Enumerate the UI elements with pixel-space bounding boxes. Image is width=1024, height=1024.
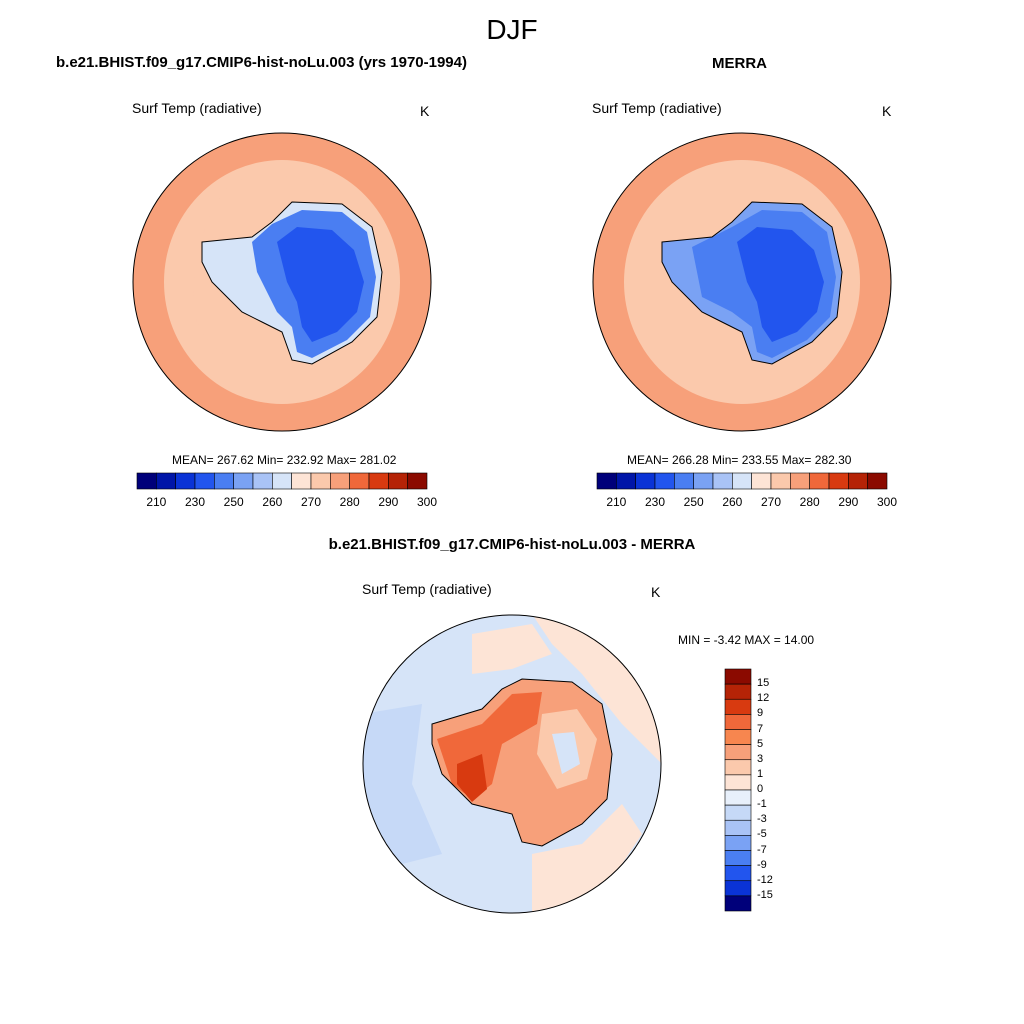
colorbar-swatch xyxy=(310,472,331,490)
colorbar-swatch xyxy=(194,472,215,490)
panel3-variable: Surf Temp (radiative) xyxy=(362,581,492,597)
colorbar-tick-label: 5 xyxy=(757,737,764,750)
colorbar-tick-label: 290 xyxy=(378,495,399,509)
panel1-stats: MEAN= 267.62 Min= 232.92 Max= 281.02 xyxy=(172,453,397,467)
colorbar-swatch xyxy=(724,759,752,776)
colorbar-tick-label: -1 xyxy=(757,798,767,811)
panel2-variable: Surf Temp (radiative) xyxy=(592,100,722,116)
panel2-heading: MERRA xyxy=(712,55,767,72)
panel1-map xyxy=(132,132,432,432)
colorbar-tick-label: 250 xyxy=(223,495,244,509)
panel2-map xyxy=(592,132,892,432)
colorbar-swatch xyxy=(368,472,389,490)
panel2-colorbar xyxy=(596,472,888,490)
panel1-heading: b.e21.BHIST.f09_g17.CMIP6-hist-noLu.003 … xyxy=(56,54,467,71)
colorbar-swatch xyxy=(693,472,714,490)
colorbar-swatch xyxy=(724,895,752,912)
colorbar-swatch xyxy=(214,472,234,490)
colorbar-tick-label: 260 xyxy=(262,495,283,509)
colorbar-swatch xyxy=(751,472,772,490)
colorbar-swatch xyxy=(252,472,273,490)
panel3-stats: MIN = -3.42 MAX = 14.00 xyxy=(678,633,815,647)
colorbar-tick-label: 280 xyxy=(339,495,360,509)
colorbar-swatch xyxy=(156,472,176,490)
panel3-map xyxy=(362,614,662,914)
colorbar-swatch xyxy=(848,472,868,490)
colorbar-swatch xyxy=(616,472,636,490)
panel1-units: K xyxy=(420,103,430,119)
colorbar-swatch xyxy=(712,472,733,490)
colorbar-tick-label: 0 xyxy=(757,783,764,795)
colorbar-swatch xyxy=(175,472,196,490)
colorbar-swatch xyxy=(674,472,694,490)
colorbar-swatch xyxy=(724,865,752,882)
figure-title: DJF xyxy=(486,14,538,45)
colorbar-tick-label: -9 xyxy=(757,858,767,871)
colorbar-swatch xyxy=(724,774,752,791)
colorbar-swatch xyxy=(635,472,656,490)
colorbar-tick-label: 300 xyxy=(416,495,438,509)
colorbar-swatch xyxy=(724,729,752,745)
colorbar-swatch xyxy=(724,698,752,715)
panel1-colorbar xyxy=(136,472,428,490)
colorbar-swatch xyxy=(724,804,752,821)
colorbar-tick-label: -7 xyxy=(757,843,767,856)
colorbar-swatch xyxy=(809,472,830,490)
colorbar-swatch xyxy=(407,472,428,490)
colorbar-swatch xyxy=(388,472,408,490)
colorbar-tick-label: 300 xyxy=(876,495,898,509)
colorbar-tick-label: 7 xyxy=(757,722,764,735)
colorbar-swatch xyxy=(790,472,810,490)
colorbar-tick-label: 230 xyxy=(644,495,666,509)
colorbar-tick-label: 260 xyxy=(722,495,743,509)
colorbar-swatch xyxy=(724,789,752,806)
colorbar-tick-label: 12 xyxy=(757,692,770,705)
colorbar-swatch xyxy=(828,472,849,490)
colorbar-tick-label: 250 xyxy=(683,495,704,509)
colorbar-tick-label: 1 xyxy=(757,767,764,780)
colorbar-swatch xyxy=(596,472,617,490)
panel3-colorbar xyxy=(724,668,752,912)
colorbar-swatch xyxy=(136,472,157,490)
colorbar-swatch xyxy=(724,744,752,761)
colorbar-swatch xyxy=(349,472,370,490)
panel3-units: K xyxy=(651,584,661,600)
colorbar-swatch xyxy=(724,668,752,685)
colorbar-swatch xyxy=(233,472,254,490)
colorbar-swatch xyxy=(330,472,350,490)
colorbar-tick-label: 280 xyxy=(799,495,820,509)
colorbar-tick-label: -3 xyxy=(757,813,767,826)
colorbar-swatch xyxy=(724,819,752,836)
colorbar-tick-label: 15 xyxy=(757,677,770,690)
panel2-stats: MEAN= 266.28 Min= 233.55 Max= 282.30 xyxy=(627,453,852,467)
colorbar-tick-label: 3 xyxy=(757,752,764,765)
panel1-variable: Surf Temp (radiative) xyxy=(132,100,262,116)
colorbar-tick-label: 210 xyxy=(606,495,627,509)
colorbar-swatch xyxy=(867,472,888,490)
colorbar-swatch xyxy=(724,714,752,730)
panel2-units: K xyxy=(882,103,892,119)
colorbar-swatch xyxy=(724,835,752,851)
colorbar-tick-label: 9 xyxy=(757,707,764,720)
colorbar-swatch xyxy=(291,472,312,490)
colorbar-tick-label: -5 xyxy=(757,828,767,841)
colorbar-swatch xyxy=(724,683,752,700)
colorbar-tick-label: 290 xyxy=(838,495,859,509)
colorbar-swatch xyxy=(724,880,752,897)
colorbar-tick-label: -15 xyxy=(757,888,773,901)
colorbar-tick-label: 230 xyxy=(184,495,206,509)
colorbar-swatch xyxy=(724,850,752,866)
colorbar-tick-label: 270 xyxy=(300,495,322,509)
colorbar-tick-label: -12 xyxy=(757,873,773,886)
colorbar-swatch xyxy=(732,472,752,490)
panel3-heading: b.e21.BHIST.f09_g17.CMIP6-hist-noLu.003 … xyxy=(328,536,696,553)
colorbar-swatch xyxy=(654,472,675,490)
colorbar-swatch xyxy=(770,472,791,490)
colorbar-swatch xyxy=(272,472,292,490)
colorbar-tick-label: 270 xyxy=(760,495,782,509)
colorbar-tick-label: 210 xyxy=(146,495,167,509)
